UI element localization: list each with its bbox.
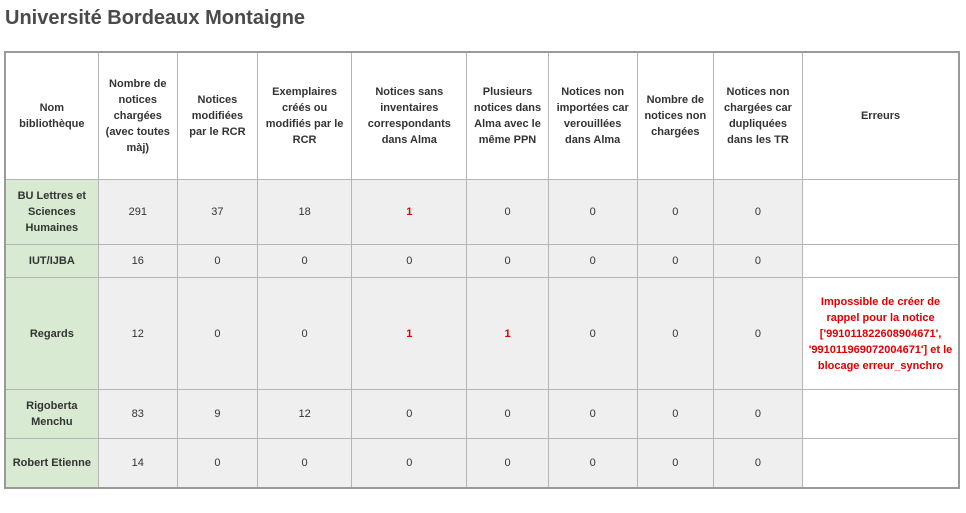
header-locked: Notices non importées car verouillées da… bbox=[547, 51, 638, 180]
library-name: IUT/IJBA bbox=[4, 244, 99, 278]
loaded-count: 12 bbox=[97, 277, 178, 390]
duplicated-count: 0 bbox=[712, 277, 804, 390]
table-row: Regards 12 0 0 1 1 0 0 0 Impossible de c… bbox=[4, 277, 960, 390]
page-title: Université Bordeaux Montaigne bbox=[5, 7, 306, 29]
locked-count: 0 bbox=[547, 179, 638, 245]
duplicated-count: 0 bbox=[712, 438, 804, 489]
multiple-ppn-count: 0 bbox=[466, 389, 549, 439]
library-report-table: Nom bibliothèque Nombre de notices charg… bbox=[4, 51, 960, 489]
header-library: Nom bibliothèque bbox=[4, 51, 99, 180]
items-rcr-count: 12 bbox=[256, 389, 353, 439]
table-row: BU Lettres et Sciences Humaines 291 37 1… bbox=[4, 179, 960, 245]
library-name: BU Lettres et Sciences Humaines bbox=[4, 179, 99, 245]
header-not-loaded: Nombre de notices non chargées bbox=[636, 51, 714, 180]
errors-cell bbox=[802, 438, 960, 489]
errors-cell bbox=[802, 244, 960, 278]
table-row: IUT/IJBA 16 0 0 0 0 0 0 0 bbox=[4, 244, 960, 278]
modified-rcr-count: 0 bbox=[176, 438, 259, 489]
no-inventory-count: 1 bbox=[351, 179, 468, 245]
not-loaded-count: 0 bbox=[636, 277, 714, 390]
error-message: Impossible de créer de rappel pour la no… bbox=[802, 277, 960, 390]
loaded-count: 14 bbox=[97, 438, 178, 489]
errors-cell bbox=[802, 389, 960, 439]
no-inventory-count: 0 bbox=[351, 244, 468, 278]
items-rcr-count: 0 bbox=[256, 277, 353, 390]
header-modified-rcr: Notices modifiées par le RCR bbox=[176, 51, 259, 180]
modified-rcr-count: 0 bbox=[176, 277, 259, 390]
loaded-count: 16 bbox=[97, 244, 178, 278]
header-loaded: Nombre de notices chargées (avec toutes … bbox=[97, 51, 178, 180]
no-inventory-count: 1 bbox=[351, 277, 468, 390]
not-loaded-count: 0 bbox=[636, 389, 714, 439]
header-multiple-ppn: Plusieurs notices dans Alma avec le même… bbox=[466, 51, 549, 180]
header-no-inventory: Notices sans inventaires correspondants … bbox=[351, 51, 468, 180]
duplicated-count: 0 bbox=[712, 244, 804, 278]
library-name: Rigoberta Menchu bbox=[4, 389, 99, 439]
multiple-ppn-count: 0 bbox=[466, 438, 549, 489]
items-rcr-count: 0 bbox=[256, 438, 353, 489]
modified-rcr-count: 0 bbox=[176, 244, 259, 278]
modified-rcr-count: 9 bbox=[176, 389, 259, 439]
duplicated-count: 0 bbox=[712, 389, 804, 439]
header-errors: Erreurs bbox=[802, 51, 960, 180]
multiple-ppn-count: 0 bbox=[466, 179, 549, 245]
table-header-row: Nom bibliothèque Nombre de notices charg… bbox=[4, 51, 960, 180]
loaded-count: 291 bbox=[97, 179, 178, 245]
items-rcr-count: 18 bbox=[256, 179, 353, 245]
multiple-ppn-count: 0 bbox=[466, 244, 549, 278]
not-loaded-count: 0 bbox=[636, 179, 714, 245]
no-inventory-count: 0 bbox=[351, 389, 468, 439]
locked-count: 0 bbox=[547, 438, 638, 489]
modified-rcr-count: 37 bbox=[176, 179, 259, 245]
errors-cell bbox=[802, 179, 960, 245]
multiple-ppn-count: 1 bbox=[466, 277, 549, 390]
locked-count: 0 bbox=[547, 244, 638, 278]
no-inventory-count: 0 bbox=[351, 438, 468, 489]
items-rcr-count: 0 bbox=[256, 244, 353, 278]
locked-count: 0 bbox=[547, 389, 638, 439]
locked-count: 0 bbox=[547, 277, 638, 390]
library-name: Regards bbox=[4, 277, 99, 390]
library-name: Robert Etienne bbox=[4, 438, 99, 489]
not-loaded-count: 0 bbox=[636, 438, 714, 489]
table-row: Rigoberta Menchu 83 9 12 0 0 0 0 0 bbox=[4, 389, 960, 439]
duplicated-count: 0 bbox=[712, 179, 804, 245]
header-duplicated: Notices non chargées car dupliquées dans… bbox=[712, 51, 804, 180]
table-row: Robert Etienne 14 0 0 0 0 0 0 0 bbox=[4, 438, 960, 489]
header-items-rcr: Exemplaires créés ou modifiés par le RCR bbox=[256, 51, 353, 180]
not-loaded-count: 0 bbox=[636, 244, 714, 278]
loaded-count: 83 bbox=[97, 389, 178, 439]
